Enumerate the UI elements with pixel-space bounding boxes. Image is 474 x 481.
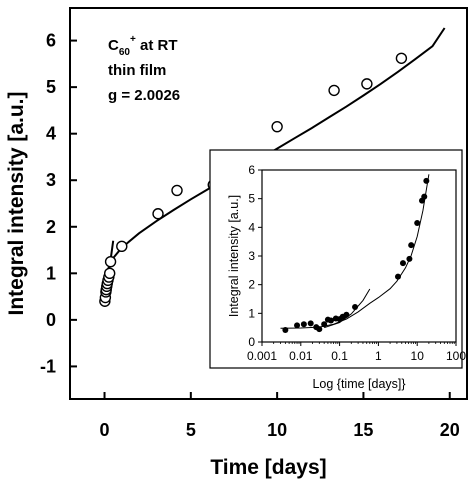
main-y-tick-label: 6 [46,31,56,51]
annotation-subscript: 60 [119,47,131,58]
inset-x-tick-label: 0.1 [331,349,348,363]
inset-y-tick-label: 3 [248,249,255,263]
inset-data-point [307,320,314,327]
inset-chart: 0 1 2 3 4 5 6 0.001 0.01 0.1 1 10 100 Log {time [day… [209,149,466,391]
inset-axis-ticks: 0 1 2 3 4 5 6 0.001 0.01 0.1 1 10 100 [247,163,466,363]
main-data-point [152,208,164,220]
inset-data-point [423,177,430,184]
main-y-axis-title: Integral intensity [a.u.] [5,91,28,315]
inset-data-point [343,311,350,318]
main-y-tick-label: 0 [46,310,56,330]
inset-y-tick-label: 6 [248,163,255,177]
inset-data-point [406,255,413,262]
inset-background [209,149,463,369]
inset-data-point [321,321,328,328]
main-plot-frame [69,7,468,400]
main-data-point [104,255,117,268]
annotation-superscript: + [130,34,136,45]
annotation-line-1: C60 + at RT [108,34,177,58]
inset-y-tick-label: 1 [248,306,255,320]
inset-data-marks [280,174,430,333]
main-y-tick-label: -1 [40,356,56,376]
inset-data-point [327,317,334,324]
inset-data-point [414,220,421,227]
inset-y-tick-label: 0 [248,335,255,349]
inset-data-point [394,273,401,280]
inset-data-point [352,304,359,311]
inset-y-tick-label: 4 [248,220,255,234]
main-data-point [271,120,283,133]
main-data-point [361,78,373,90]
main-data-point [116,240,128,253]
main-data-point [328,84,340,97]
main-x-tick-label: 15 [353,420,373,440]
inset-data-point [316,326,323,333]
inset-x-axis-title: Log {time [days]} [312,377,405,391]
main-data-point [395,52,408,64]
annotation-rest: at RT [136,37,178,54]
main-data-point [103,267,116,280]
inset-data-point [421,193,428,200]
inset-y-tick-label: 2 [248,278,255,292]
inset-x-tick-label: 10 [411,349,425,363]
sample-annotation: C60 + at RT thin film g = 2.0026 [108,34,180,104]
main-x-tick-label: 10 [267,420,287,440]
annotation-c-letter: C [108,37,119,54]
inset-y-tick-label: 5 [248,192,255,206]
main-y-tick-label: 2 [46,217,56,237]
inset-y-axis-title: Integral intensity [a.u.] [227,195,241,317]
main-y-tick-label: 5 [46,77,56,97]
main-x-axis-title: Time [days] [210,456,326,479]
main-y-tick-label: 4 [46,124,56,144]
main-y-tick-label: 3 [46,170,56,190]
main-data-point [171,184,183,197]
main-x-tick-label: 20 [440,420,460,440]
inset-fit-curve-2 [324,288,371,329]
inset-data-point [399,260,406,267]
inset-x-tick-label: 100 [446,349,466,363]
inset-data-point [294,322,301,329]
main-x-tick-label: 5 [186,420,196,440]
main-x-tick-label: 0 [100,420,110,440]
inset-x-tick-label: 1 [375,349,382,363]
inset-data-point [282,326,289,333]
inset-data-point [408,242,415,249]
annotation-line-2: thin film [108,62,166,79]
inset-x-tick-label: 0.001 [247,349,277,363]
annotation-line-3: g = 2.0026 [108,87,180,104]
inset-x-tick-label: 0.01 [289,349,313,363]
inset-data-point [300,321,307,328]
main-y-tick-label: 1 [46,263,56,283]
